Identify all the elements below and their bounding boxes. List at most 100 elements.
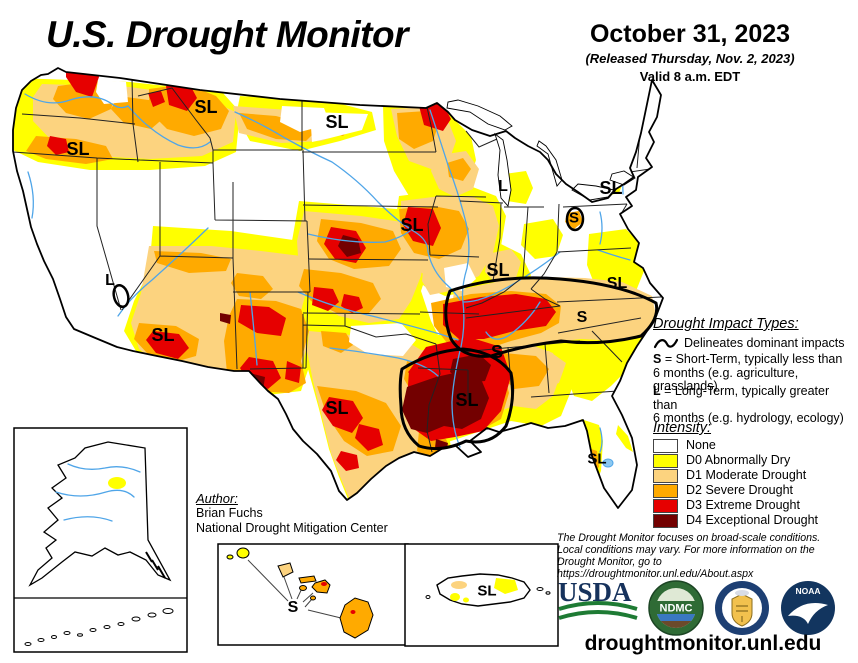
page-title: U.S. Drought Monitor [46, 14, 409, 55]
intensity-legend: None D0 Abnormally Dry D1 Moderate Droug… [653, 438, 818, 528]
ndmc-logo-waves [656, 614, 696, 628]
map-label-lake-mead: L [105, 272, 115, 289]
hawaii-connector-lines [247, 559, 342, 619]
author-org: National Drought Mitigation Center [196, 521, 388, 535]
swatch-d1 [653, 468, 678, 483]
swatch-d0 [653, 453, 678, 468]
author-heading: Author: [196, 491, 238, 506]
drought-layer-d4 [190, 235, 491, 452]
valid-time: Valid 8 a.m. EDT [639, 69, 741, 84]
legend-label-d3: D3 Extreme Drought [686, 497, 800, 512]
island-kauai [236, 547, 250, 559]
short-term-line2: 6 months (e.g. agriculture, grasslands) [653, 365, 799, 393]
map-label-michigan: L [498, 178, 508, 195]
pr-d0-patch-small [463, 597, 469, 603]
map-label-eastern-montana: SL [325, 112, 349, 132]
swatch-d3 [653, 498, 678, 513]
long-term-line1: = Long-Term, typically greater than [653, 384, 830, 412]
swatch-none [653, 438, 678, 453]
impact-ring-lake-mead [112, 283, 130, 309]
noaa-logo: NOAA [781, 581, 835, 635]
map-label-iowa: SL [400, 215, 424, 235]
alaska-d0-patch [108, 477, 126, 489]
legend-row-none: None [653, 438, 818, 453]
map-date: October 31, 2023 [589, 20, 791, 48]
pr-d0-patch-east [494, 578, 518, 594]
big-island-d3-spot [350, 610, 356, 614]
island-kahoolawe [310, 595, 316, 601]
puerto-rico-inset [404, 543, 559, 647]
island-oahu [277, 562, 294, 578]
island-niihau [226, 554, 234, 560]
legend-label-d0: D0 Abnormally Dry [686, 452, 791, 467]
legend-row-d2: D2 Severe Drought [653, 483, 818, 498]
map-label-new-york: SL [599, 178, 623, 198]
legend-label-none: None [686, 437, 716, 452]
short-term-prefix: S [653, 352, 662, 366]
impact-types-heading: Drought Impact Types: [653, 316, 799, 332]
map-label-hawaii: S [287, 599, 299, 616]
map-label-pennsylvania: S [568, 209, 580, 227]
commerce-seal-logo [715, 581, 769, 635]
footer-url: droughtmonitor.unl.edu [584, 632, 822, 655]
release-date: (Released Thursday, Nov. 2, 2023) [585, 51, 795, 66]
maui-d3-spot [321, 582, 327, 586]
author-name: Brian Fuchs [196, 506, 263, 520]
map-label-tennessee: S [490, 342, 504, 362]
usda-logo: USDA [558, 578, 638, 620]
disclaimer-line3: Drought Monitor, go to https://droughtmo… [557, 556, 754, 580]
map-label-idaho-montana: SL [194, 97, 218, 117]
aleutian-islands [24, 608, 174, 646]
lake-michigan [494, 132, 512, 207]
map-label-puerto-rico: SL [477, 582, 497, 600]
hawaii-inset-box [217, 543, 409, 646]
pr-d1-patch [451, 581, 467, 589]
impact-ring-pennsylvania [565, 206, 585, 232]
map-label-arizona: SL [151, 325, 175, 345]
disclaimer-line1: The Drought Monitor focuses on broad-sca… [557, 532, 821, 544]
long-term-definition: L = Long-Term, typically greater than 6 … [653, 384, 853, 426]
map-label-texas: SL [325, 398, 349, 418]
map-label-carolinas: S [576, 309, 588, 326]
impact-outline-louisiana [398, 347, 515, 451]
disclaimer-line2: Local conditions may vary. For more info… [557, 544, 815, 556]
lake-okeechobee [602, 458, 614, 468]
map-label-louisiana-mississippi: SL [455, 390, 479, 410]
conus-outline [12, 67, 664, 509]
map-label-indiana: SL [486, 260, 510, 280]
delineation-squiggle-icon [653, 338, 679, 349]
short-term-definition: S = Short-Term, typically less than 6 mo… [653, 352, 853, 394]
legend-row-d0: D0 Abnormally Dry [653, 453, 818, 468]
long-term-prefix: L [653, 384, 661, 398]
ndmc-logo-text: NDMC [660, 603, 693, 615]
swatch-d4 [653, 513, 678, 528]
legend-row-d4: D4 Exceptional Drought [653, 513, 818, 528]
long-term-line2: 6 months (e.g. hydrology, ecology) [653, 411, 844, 425]
intensity-heading: Intensity: [653, 420, 712, 436]
alaska-outline [28, 441, 172, 587]
ndmc-logo: NDMC [648, 580, 704, 636]
map-label-pacific-northwest: SL [66, 139, 90, 159]
legend-label-d4: D4 Exceptional Drought [686, 512, 819, 527]
author-block: Author: Brian Fuchs National Drought Mit… [196, 491, 388, 536]
pr-d0-patch-west [450, 593, 460, 601]
delineation-label: Delineates dominant impacts [684, 336, 845, 350]
island-hawaii-big [339, 597, 374, 639]
map-label-virginia: SL [606, 275, 628, 292]
drought-layers [13, 68, 662, 499]
lake-superior [446, 99, 513, 131]
island-molokai [298, 575, 317, 584]
legend-label-d1: D1 Moderate Drought [686, 467, 807, 482]
legend-label-d2: D2 Severe Drought [686, 482, 794, 497]
swatch-d2 [653, 483, 678, 498]
date-block: October 31, 2023 (Released Thursday, Nov… [545, 20, 835, 84]
state-borders [13, 77, 662, 453]
disclaimer: The Drought Monitor focuses on broad-sca… [557, 532, 855, 580]
legend-row-d1: D1 Moderate Drought [653, 468, 818, 483]
hawaii-inset [217, 543, 409, 646]
island-lanai [299, 585, 307, 591]
alaska-inset [13, 427, 188, 653]
short-term-line1: = Short-Term, typically less than [661, 352, 843, 366]
